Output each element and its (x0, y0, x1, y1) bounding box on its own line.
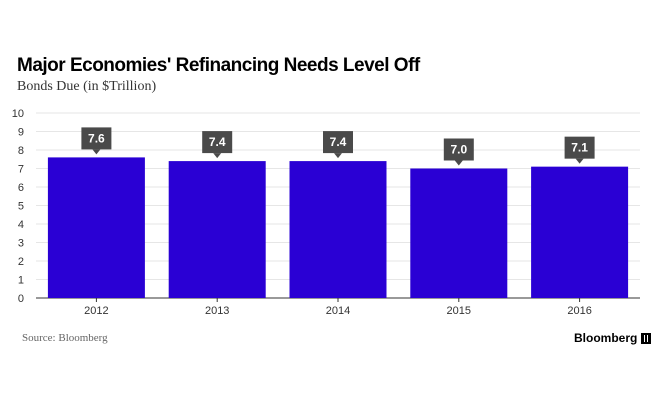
y-tick-label: 9 (18, 127, 24, 139)
data-label-pointer (454, 160, 463, 166)
data-label: 7.0 (450, 143, 467, 157)
data-label-pointer (213, 153, 222, 159)
data-label-pointer (575, 158, 584, 164)
y-tick-label: 7 (18, 164, 24, 176)
y-tick-label: 6 (18, 182, 24, 194)
x-tick-label: 2016 (567, 305, 591, 317)
y-tick-label: 5 (18, 201, 24, 213)
bar (168, 161, 266, 298)
y-tick-label: 0 (18, 293, 24, 305)
y-tick-label: 4 (18, 219, 24, 231)
data-label-box (202, 131, 233, 154)
data-label: 7.4 (330, 135, 347, 149)
data-label: 7.1 (571, 141, 588, 155)
data-label-pointer (334, 153, 342, 159)
data-label: 7.6 (88, 131, 105, 145)
brand-logo-text: Bloomberg (574, 331, 638, 345)
data-label-pointer (92, 149, 101, 155)
data-label: 7.4 (209, 135, 226, 149)
x-tick-label: 2014 (326, 305, 350, 317)
chart-subtitle: Bonds Due (in $Trillion) (17, 79, 157, 94)
y-tick-label: 3 (18, 238, 24, 250)
data-label-box (564, 136, 595, 159)
x-tick-label: 2013 (205, 305, 229, 317)
bar (531, 166, 629, 298)
x-tick-label: 2015 (447, 305, 471, 317)
y-tick-label: 2 (18, 256, 24, 268)
bar (47, 157, 145, 298)
data-label-box (81, 127, 112, 150)
y-tick-label: 10 (12, 108, 24, 120)
data-label-box (323, 131, 353, 154)
chart-title: Major Economies' Refinancing Needs Level… (17, 55, 420, 76)
data-label-box (443, 138, 474, 161)
x-tick-label: 2012 (84, 305, 108, 317)
source-note: Source: Bloomberg (22, 332, 108, 344)
bar (289, 161, 387, 298)
bloomberg-icon (641, 333, 651, 344)
y-tick-label: 8 (18, 145, 24, 157)
bar (410, 168, 508, 298)
y-tick-label: 1 (18, 275, 24, 287)
